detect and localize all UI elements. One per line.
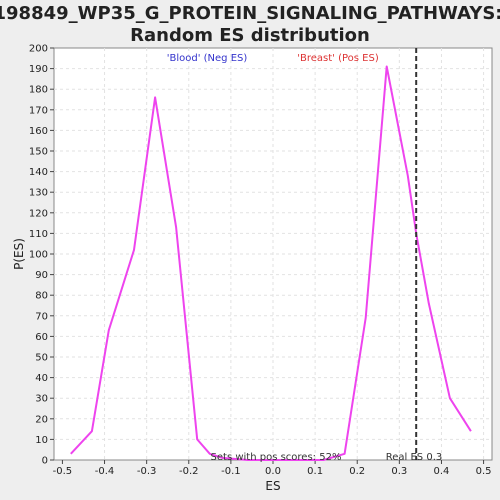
y-tick-label: 120 (29, 208, 48, 219)
y-tick-label: 60 (35, 332, 48, 343)
x-tick-label: 0.1 (307, 466, 323, 477)
y-axis: 0 10 20 30 40 50 60 70 80 90 100 110 120 130 140 150 160… (29, 44, 54, 467)
x-tick-label: -0.3 (137, 466, 157, 477)
x-tick-label: -0.4 (95, 466, 115, 477)
real-es-label: Real ES 0.3 (386, 452, 442, 463)
y-tick-label: 90 (35, 270, 48, 281)
y-tick-label: 140 (29, 167, 48, 178)
x-tick-label: -0.2 (179, 466, 199, 477)
legend-pos-es: 'Breast' (Pos ES) (297, 53, 379, 64)
pos-scores-annotation: Sets with pos scores: 52% (211, 452, 342, 463)
y-tick-label: 30 (35, 394, 48, 405)
y-tick-label: 130 (29, 188, 48, 199)
y-tick-label: 170 (29, 105, 48, 116)
y-tick-label: 40 (35, 373, 48, 384)
series-layer (70, 65, 472, 461)
x-tick-label: 0.4 (434, 466, 450, 477)
x-tick-label: -0.1 (221, 466, 241, 477)
chart-title-line1: 198849_WP35_G_PROTEIN_SIGNALING_PATHWAYS… (0, 3, 500, 24)
y-tick-label: 20 (35, 414, 48, 425)
y-tick-label: 50 (35, 353, 48, 364)
y-tick-label: 160 (29, 126, 48, 137)
x-tick-label: -0.5 (53, 466, 73, 477)
x-axis-label: ES (265, 479, 280, 493)
y-tick-label: 70 (35, 311, 48, 322)
x-tick-label: 0.0 (265, 466, 281, 477)
y-axis-label: P(ES) (12, 238, 26, 270)
y-tick-label: 80 (35, 291, 48, 302)
legend-neg-es: 'Blood' (Neg ES) (167, 53, 248, 64)
x-tick-label: 0.3 (391, 466, 407, 477)
x-tick-label: 0.5 (476, 466, 492, 477)
y-tick-label: 0 (42, 456, 48, 467)
y-tick-label: 10 (35, 435, 48, 446)
x-tick-label: 0.2 (349, 466, 365, 477)
y-tick-label: 180 (29, 85, 48, 96)
x-axis: -0.5 -0.4 -0.3 -0.2 -0.1 0.0 0.1 0.2 0.3 0.4 0.5 (53, 460, 492, 477)
grid-lines (54, 48, 492, 460)
y-tick-label: 190 (29, 64, 48, 75)
y-tick-label: 100 (29, 250, 48, 261)
y-tick-label: 150 (29, 147, 48, 158)
chart-title-line2: Random ES distribution (130, 25, 370, 46)
series-line (70, 65, 472, 461)
y-tick-label: 110 (29, 229, 48, 240)
y-tick-label: 200 (29, 44, 48, 55)
